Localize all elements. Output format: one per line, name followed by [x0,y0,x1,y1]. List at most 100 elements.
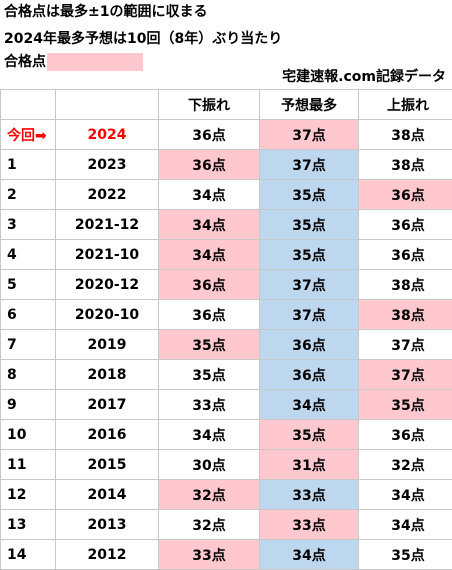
cell-low: 34点 [159,240,260,270]
cell-number: 3 [1,210,56,240]
cell-number: 11 [1,450,56,480]
header-cell-high: 上振れ [359,90,452,120]
cell-high: 38点 [359,300,452,330]
cell-number: 5 [1,270,56,300]
cell-number: 今回➡ [1,120,56,150]
cell-low: 33点 [159,390,260,420]
cell-number: 1 [1,150,56,180]
cell-high: 36点 [359,210,452,240]
cell-low: 34点 [159,210,260,240]
cell-low: 36点 [159,270,260,300]
header-cell-low: 下振れ [159,90,260,120]
cell-number: 6 [1,300,56,330]
cell-mode: 31点 [260,450,359,480]
cell-year: 2024 [56,120,159,150]
cell-mode: 36点 [260,330,359,360]
cell-number: 14 [1,540,56,570]
legend-pink-swatch [47,53,143,71]
cell-mode: 35点 [260,420,359,450]
header-cell-number [1,90,56,120]
cell-year: 2014 [56,480,159,510]
cell-low: 36点 [159,120,260,150]
cell-high: 36点 [359,420,452,450]
cell-mode: 33点 [260,480,359,510]
cell-high: 35点 [359,540,452,570]
cell-high: 35点 [359,390,452,420]
cell-year: 2023 [56,150,159,180]
cell-low: 35点 [159,330,260,360]
cell-high: 38点 [359,120,452,150]
cell-year: 2013 [56,510,159,540]
header-cell-mode: 予想最多 [260,90,359,120]
cell-low: 32点 [159,510,260,540]
cell-year: 2012 [56,540,159,570]
cell-number: 4 [1,240,56,270]
cell-mode: 37点 [260,150,359,180]
cell-mode: 35点 [260,180,359,210]
cell-high: 34点 [359,510,452,540]
cell-number: 8 [1,360,56,390]
cell-mode: 36点 [260,360,359,390]
table-header-row: 下振れ 予想最多 上振れ [1,90,452,120]
cell-high: 38点 [359,270,452,300]
data-source-label: 宅建速報.com記録データ [282,67,446,87]
legend-label: 合格点 [4,54,46,70]
cell-low: 35点 [159,360,260,390]
cell-year: 2019 [56,330,159,360]
cell-year: 2020-12 [56,270,159,300]
cell-number: 12 [1,480,56,510]
cell-year: 2022 [56,180,159,210]
cell-year: 2021-12 [56,210,159,240]
cell-high: 37点 [359,330,452,360]
cell-mode: 35点 [260,210,359,240]
cell-year: 2015 [56,450,159,480]
cell-mode: 34点 [260,540,359,570]
cell-mode: 34点 [260,390,359,420]
headline-prediction-note: 2024年最多予想は10回（8年）ぶり当たり [4,29,282,49]
cell-low: 34点 [159,420,260,450]
cell-number: 7 [1,330,56,360]
cell-year: 2021-10 [56,240,159,270]
cell-year: 2020-10 [56,300,159,330]
headline-range-note: 合格点は最多±1の範囲に収まる [4,2,207,22]
cell-mode: 37点 [260,120,359,150]
cell-year: 2017 [56,390,159,420]
cell-low: 36点 [159,300,260,330]
cell-mode: 35点 [260,240,359,270]
cell-number: 13 [1,510,56,540]
cell-low: 33点 [159,540,260,570]
cell-low: 36点 [159,150,260,180]
cell-mode: 33点 [260,510,359,540]
cell-high: 37点 [359,360,452,390]
cell-number: 2 [1,180,56,210]
cell-number: 10 [1,420,56,450]
cell-year: 2018 [56,360,159,390]
cell-high: 36点 [359,180,452,210]
cell-high: 34点 [359,480,452,510]
cell-number: 9 [1,390,56,420]
cell-low: 30点 [159,450,260,480]
cell-mode: 37点 [260,270,359,300]
cell-high: 38点 [359,150,452,180]
cell-high: 36点 [359,240,452,270]
legend-passing-score: 合格点 [4,52,143,72]
cell-mode: 37点 [260,300,359,330]
cell-low: 34点 [159,180,260,210]
